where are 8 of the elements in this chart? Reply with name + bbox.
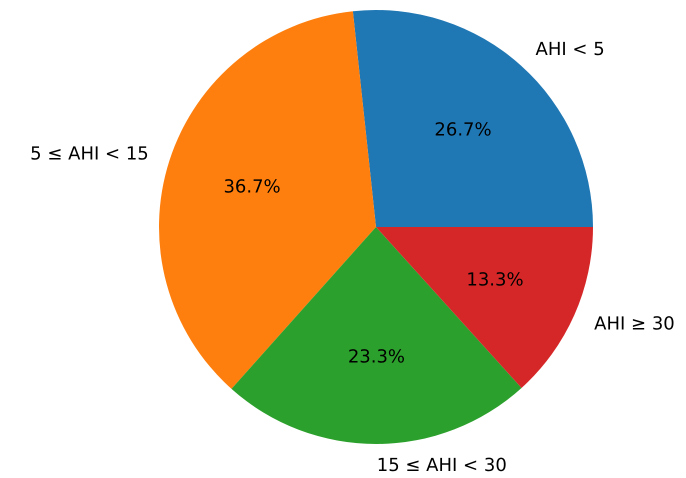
data-label: 23.3% — [348, 346, 406, 368]
slice-label: 15 ≤ AHI < 30 — [376, 455, 507, 476]
slice-label: AHI ≥ 30 — [594, 313, 675, 334]
data-label: 13.3% — [466, 269, 524, 290]
data-label: 36.7% — [223, 176, 281, 198]
data-label: 26.7% — [434, 120, 492, 141]
slice-label: 5 ≤ AHI < 15 — [30, 143, 149, 164]
slice-label: AHI < 5 — [536, 38, 605, 60]
